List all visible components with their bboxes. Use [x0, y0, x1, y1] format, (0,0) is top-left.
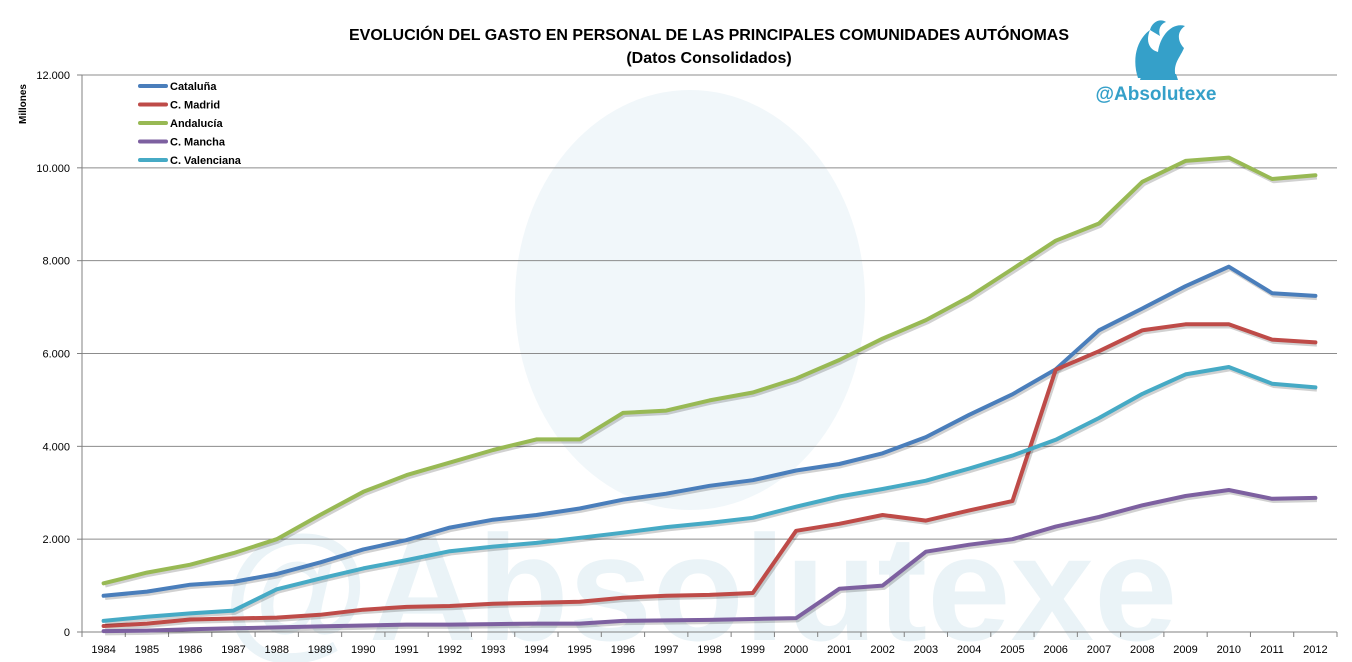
- series-line: [101, 365, 1318, 623]
- legend-label: C. Mancha: [170, 137, 226, 149]
- x-tick-label: 2007: [1087, 644, 1111, 656]
- x-tick-label: 2000: [784, 644, 808, 656]
- legend: Cataluña C. Madrid Andalucía C. Mancha C. Va…: [138, 81, 242, 167]
- y-tick-label: 2.000: [42, 534, 70, 546]
- x-tick-label: 2009: [1173, 644, 1197, 656]
- gryphon-head: [1150, 20, 1166, 36]
- x-tick-label: 1999: [741, 644, 765, 656]
- y-tick-label: 12.000: [36, 70, 70, 82]
- chart-title: EVOLUCIÓN DEL GASTO EN PERSONAL DE LAS P…: [349, 25, 1069, 44]
- x-tick-label: 2010: [1217, 644, 1241, 656]
- x-tick-label: 1994: [524, 644, 548, 656]
- x-tick-label: 2011: [1260, 644, 1284, 656]
- series-lines: [101, 155, 1318, 636]
- series-shadow: [105, 489, 1317, 636]
- x-tick-label: 1992: [438, 644, 462, 656]
- series-line: [101, 155, 1318, 586]
- y-tick-label: 10.000: [36, 163, 70, 175]
- gryphon-body: [1135, 25, 1185, 78]
- y-tick-label: 0: [64, 627, 70, 639]
- series-line: [101, 488, 1318, 634]
- x-tick-label: 1991: [394, 644, 418, 656]
- x-tick-label: 1985: [135, 644, 159, 656]
- series-line: [101, 264, 1318, 598]
- watermark-text: @Absolutexe: [223, 504, 1178, 662]
- x-tick-label: 1995: [567, 644, 591, 656]
- x-tick-label: 1989: [308, 644, 332, 656]
- legend-label: C. Madrid: [170, 100, 220, 112]
- x-tick-label: 2002: [870, 644, 894, 656]
- y-tick-label: 8.000: [42, 256, 70, 268]
- legend-label: C. Valenciana: [170, 155, 242, 167]
- legend-label: Cataluña: [170, 81, 217, 93]
- chart-subtitle: (Datos Consolidados): [626, 50, 791, 67]
- x-tick-label: 1988: [264, 644, 288, 656]
- gridlines: [81, 74, 1337, 633]
- x-tick-label: 2005: [1000, 644, 1024, 656]
- y-tick-label: 6.000: [42, 349, 70, 361]
- x-tick-label: 2012: [1303, 644, 1327, 656]
- series-line: [101, 322, 1318, 628]
- x-tick-label: 2004: [957, 644, 981, 656]
- watermark-emblem: [515, 90, 865, 510]
- series-shadow: [104, 324, 1318, 631]
- series-shadow: [104, 266, 1318, 601]
- x-tick-label: 2006: [1043, 644, 1067, 656]
- x-tick-label: 1996: [611, 644, 635, 656]
- y-axis-label: Millones: [18, 84, 29, 124]
- series-shadow: [104, 366, 1318, 626]
- y-tick-label: 4.000: [42, 441, 70, 453]
- x-tick-label: 1998: [697, 644, 721, 656]
- x-tick-label: 1987: [221, 644, 245, 656]
- series-shadow: [104, 157, 1318, 588]
- x-tick-label: 1984: [91, 644, 115, 656]
- x-tick-label: 1990: [351, 644, 375, 656]
- x-tick-label: 1997: [654, 644, 678, 656]
- y-axis-ticks: 0 2.000 4.000 6.000 8.000 10.000 12.000: [36, 70, 82, 639]
- x-tick-label: 1986: [178, 644, 202, 656]
- gryphon-icon: [1135, 20, 1185, 80]
- gryphon-base: [1140, 74, 1178, 80]
- watermark: @Absolutexe: [223, 90, 1178, 662]
- x-tick-label: 1993: [481, 644, 505, 656]
- x-axis-ticks: 1984 1985 1986 1987 1988 1989 1990 1991 1992 1993…: [81, 632, 1338, 656]
- brand-handle: @Absolutexe: [1096, 84, 1217, 105]
- x-tick-label: 2003: [914, 644, 938, 656]
- x-tick-label: 2001: [827, 644, 851, 656]
- legend-label: Andalucía: [170, 118, 223, 130]
- x-tick-label: 2008: [1130, 644, 1154, 656]
